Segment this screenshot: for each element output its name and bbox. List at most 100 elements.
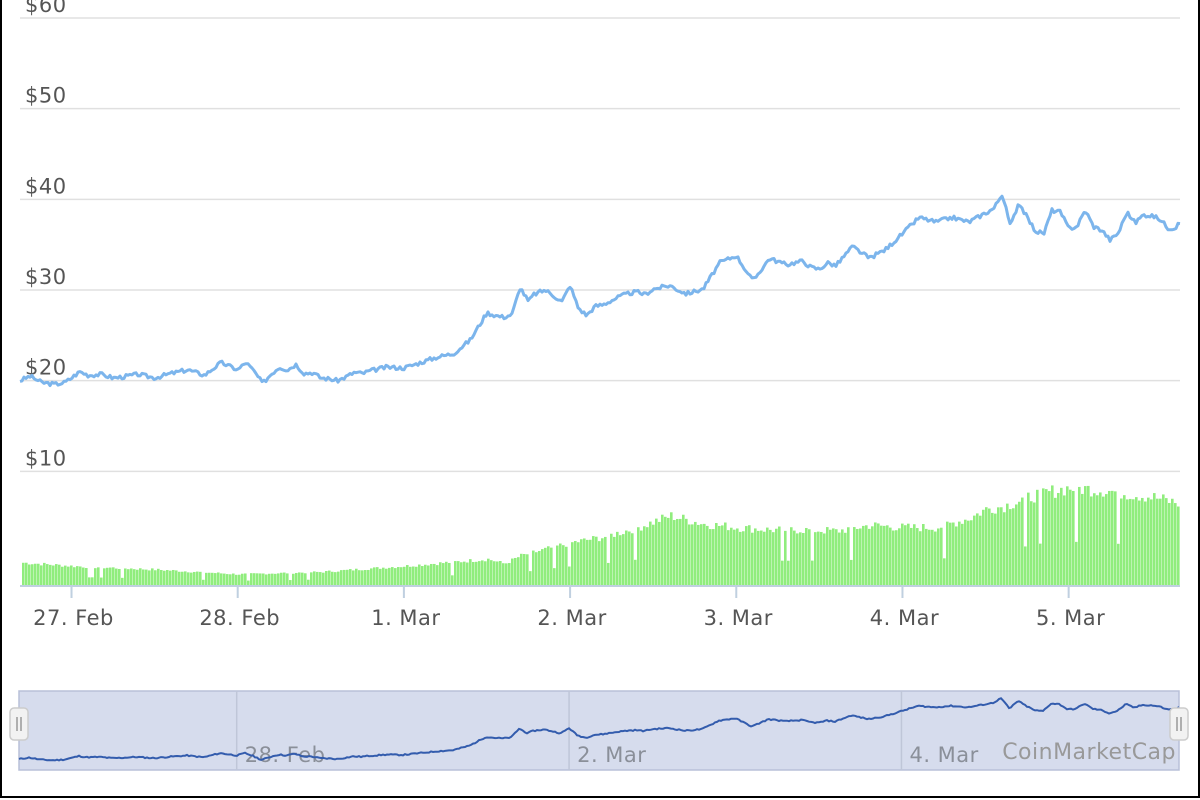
volume-bar: [796, 533, 799, 586]
volume-bar: [592, 536, 595, 586]
volume-bar: [265, 574, 268, 586]
volume-bar: [190, 572, 193, 586]
navigator-left-handle[interactable]: [9, 707, 29, 741]
volume-bar: [1012, 508, 1015, 586]
volume-bar: [187, 572, 190, 586]
y-axis-labels: $10$20$30$40$50$60: [25, 0, 67, 470]
volume-bar: [745, 526, 748, 586]
volume-bar: [1141, 497, 1144, 586]
volume-bar: [349, 569, 352, 586]
volume-bar: [370, 568, 373, 586]
volume-bar: [553, 568, 556, 586]
volume-bar: [832, 528, 835, 586]
volume-bar: [493, 561, 496, 586]
volume-bar: [733, 529, 736, 586]
volume-bar: [424, 564, 427, 586]
volume-bar: [541, 549, 544, 586]
x-tick-label: 3. Mar: [704, 606, 773, 630]
volume-bar: [448, 562, 451, 586]
volume-bar: [649, 521, 652, 586]
volume-bar: [1090, 496, 1093, 586]
volume-bar: [82, 567, 85, 586]
volume-bar: [586, 539, 589, 586]
y-tick-label: $10: [25, 446, 67, 470]
volume-bar: [499, 561, 502, 586]
volume-bars: [22, 485, 1180, 586]
volume-bar: [946, 521, 949, 586]
volume-bar: [361, 570, 364, 586]
volume-bar: [127, 569, 130, 586]
volume-bar: [958, 521, 961, 586]
volume-bar: [937, 528, 940, 586]
volume-bar: [163, 570, 166, 586]
volume-bar: [721, 525, 724, 586]
volume-bar: [334, 572, 337, 586]
volume-bar: [487, 558, 490, 586]
volume-bar: [1111, 490, 1114, 586]
volume-bar: [739, 531, 742, 586]
volume-bar: [268, 573, 271, 586]
volume-bar: [904, 525, 907, 586]
y-tick-label: $50: [25, 84, 67, 108]
volume-bar: [325, 571, 328, 586]
volume-bar: [982, 509, 985, 586]
volume-bar: [1099, 492, 1102, 586]
volume-bar: [799, 532, 802, 586]
volume-bar: [178, 571, 181, 586]
volume-bar: [31, 564, 34, 586]
volume-bar: [697, 524, 700, 586]
volume-bar: [1150, 499, 1153, 586]
volume-bar: [391, 567, 394, 586]
volume-bar: [1021, 497, 1024, 586]
volume-bar: [94, 568, 97, 586]
navigator-right-handle[interactable]: [1169, 707, 1189, 741]
volume-bar: [790, 527, 793, 586]
volume-bar: [718, 525, 721, 586]
volume-bar: [850, 559, 853, 586]
volume-bar: [22, 562, 25, 586]
volume-bar: [1177, 506, 1180, 586]
volume-bar: [1024, 546, 1027, 586]
volume-bar: [811, 560, 814, 586]
volume-bar: [439, 562, 442, 586]
volume-bar: [373, 567, 376, 586]
volume-bar: [91, 577, 94, 586]
price-line[interactable]: [19, 194, 1181, 388]
volume-bar: [25, 562, 28, 586]
navigator-tick-label: 2. Mar: [577, 743, 646, 767]
credit-label[interactable]: CoinMarketCap: [1002, 740, 1176, 765]
volume-bar: [934, 531, 937, 586]
volume-bar: [520, 553, 523, 586]
volume-bar: [1057, 492, 1060, 586]
volume-bar: [118, 568, 121, 586]
volume-bar: [670, 512, 673, 586]
navigator[interactable]: 28. Feb 2. Mar 4. Mar CoinMarketCap: [9, 690, 1189, 771]
volume-bar: [133, 569, 136, 586]
volume-bar: [544, 547, 547, 586]
volume-bar: [427, 565, 430, 586]
volume-bar: [382, 567, 385, 586]
volume-bar: [514, 557, 517, 586]
volume-bar: [970, 520, 973, 586]
volume-bar: [802, 533, 805, 586]
volume-bar: [646, 527, 649, 586]
volume-bar: [577, 542, 580, 586]
volume-bar: [1078, 486, 1081, 586]
volume-bar: [388, 567, 391, 586]
y-tick-label: $60: [25, 0, 67, 17]
volume-bar: [871, 526, 874, 586]
volume-bar: [421, 566, 424, 586]
volume-bar: [979, 515, 982, 586]
volume-bar: [316, 571, 319, 586]
volume-bar: [529, 571, 532, 586]
volume-bar: [823, 533, 826, 586]
volume-bar: [712, 529, 715, 586]
volume-bar: [145, 569, 148, 586]
volume-bar: [1066, 486, 1069, 586]
volume-bar: [124, 568, 127, 586]
x-tick-label: 5. Mar: [1036, 606, 1105, 630]
volume-bar: [730, 527, 733, 586]
volume-bar: [1048, 491, 1051, 586]
volume-bar: [1126, 499, 1129, 586]
